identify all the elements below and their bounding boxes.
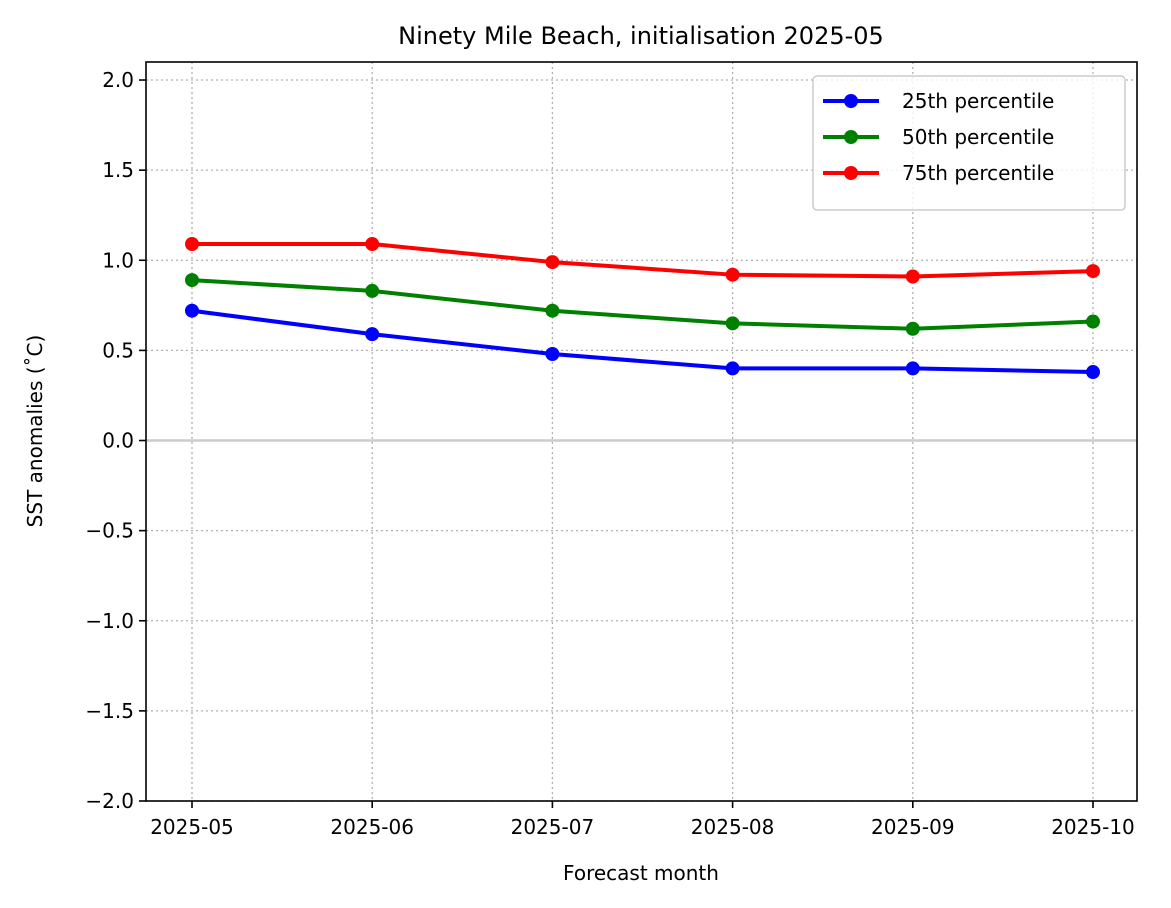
data-point bbox=[365, 327, 380, 342]
data-point bbox=[545, 255, 560, 270]
x-tick-label: 2025-08 bbox=[691, 815, 775, 839]
data-point bbox=[1086, 314, 1100, 329]
series-line-2 bbox=[191, 278, 1094, 331]
grid bbox=[146, 62, 1137, 802]
ticks: −2.0 −1.5 −1.0 −0.5 0.0 0.5 1.0 1.5 2.0 2025-05 20… bbox=[85, 68, 1134, 839]
y-tick-label: 1.5 bbox=[102, 158, 134, 182]
data-point bbox=[725, 361, 740, 376]
legend-marker bbox=[844, 94, 858, 108]
data-point bbox=[725, 267, 740, 282]
y-tick-label: −0.5 bbox=[85, 519, 134, 543]
data-point bbox=[1086, 365, 1100, 380]
data-point bbox=[185, 303, 199, 318]
x-tick-label: 2025-07 bbox=[511, 815, 595, 839]
y-axis-label: SST anomalies (˚C) bbox=[23, 335, 47, 528]
legend-marker bbox=[844, 130, 858, 144]
y-tick-label: −1.5 bbox=[85, 699, 134, 723]
plot-frame bbox=[145, 61, 1138, 802]
data-point bbox=[1086, 264, 1100, 279]
data-point bbox=[545, 346, 560, 361]
y-tick-label: 0.5 bbox=[102, 338, 134, 362]
chart-title: Ninety Mile Beach, initialisation 2025-0… bbox=[398, 22, 884, 50]
y-tick-label: −2.0 bbox=[85, 789, 134, 813]
data-point bbox=[905, 361, 920, 376]
y-tick-label: 2.0 bbox=[102, 68, 134, 92]
legend-label: 25th percentile bbox=[902, 89, 1054, 113]
x-axis-label: Forecast month bbox=[563, 861, 719, 885]
x-tick-label: 2025-10 bbox=[1051, 815, 1135, 839]
data-point bbox=[905, 321, 920, 336]
legend: 25th percentile 50th percentile 75th perce… bbox=[812, 75, 1126, 211]
data-point bbox=[365, 283, 380, 298]
series-line-1 bbox=[191, 308, 1094, 375]
data-point bbox=[905, 269, 920, 284]
y-tick-label: −1.0 bbox=[85, 609, 134, 633]
legend-frame bbox=[812, 75, 1126, 211]
data-point bbox=[545, 303, 560, 318]
series-line-3 bbox=[192, 242, 1094, 279]
x-tick-label: 2025-06 bbox=[330, 815, 414, 839]
series-layer bbox=[185, 237, 1100, 380]
y-tick-label: 1.0 bbox=[102, 248, 134, 272]
legend-label: 75th percentile bbox=[902, 161, 1054, 185]
x-tick-label: 2025-09 bbox=[871, 815, 955, 839]
x-tick-label: 2025-05 bbox=[150, 815, 234, 839]
legend-marker bbox=[844, 166, 858, 180]
y-tick-label: 0.0 bbox=[102, 429, 134, 453]
data-point bbox=[725, 316, 740, 331]
data-point bbox=[185, 273, 199, 288]
legend-label: 50th percentile bbox=[902, 125, 1054, 149]
data-point bbox=[185, 237, 199, 252]
data-point bbox=[365, 237, 380, 252]
